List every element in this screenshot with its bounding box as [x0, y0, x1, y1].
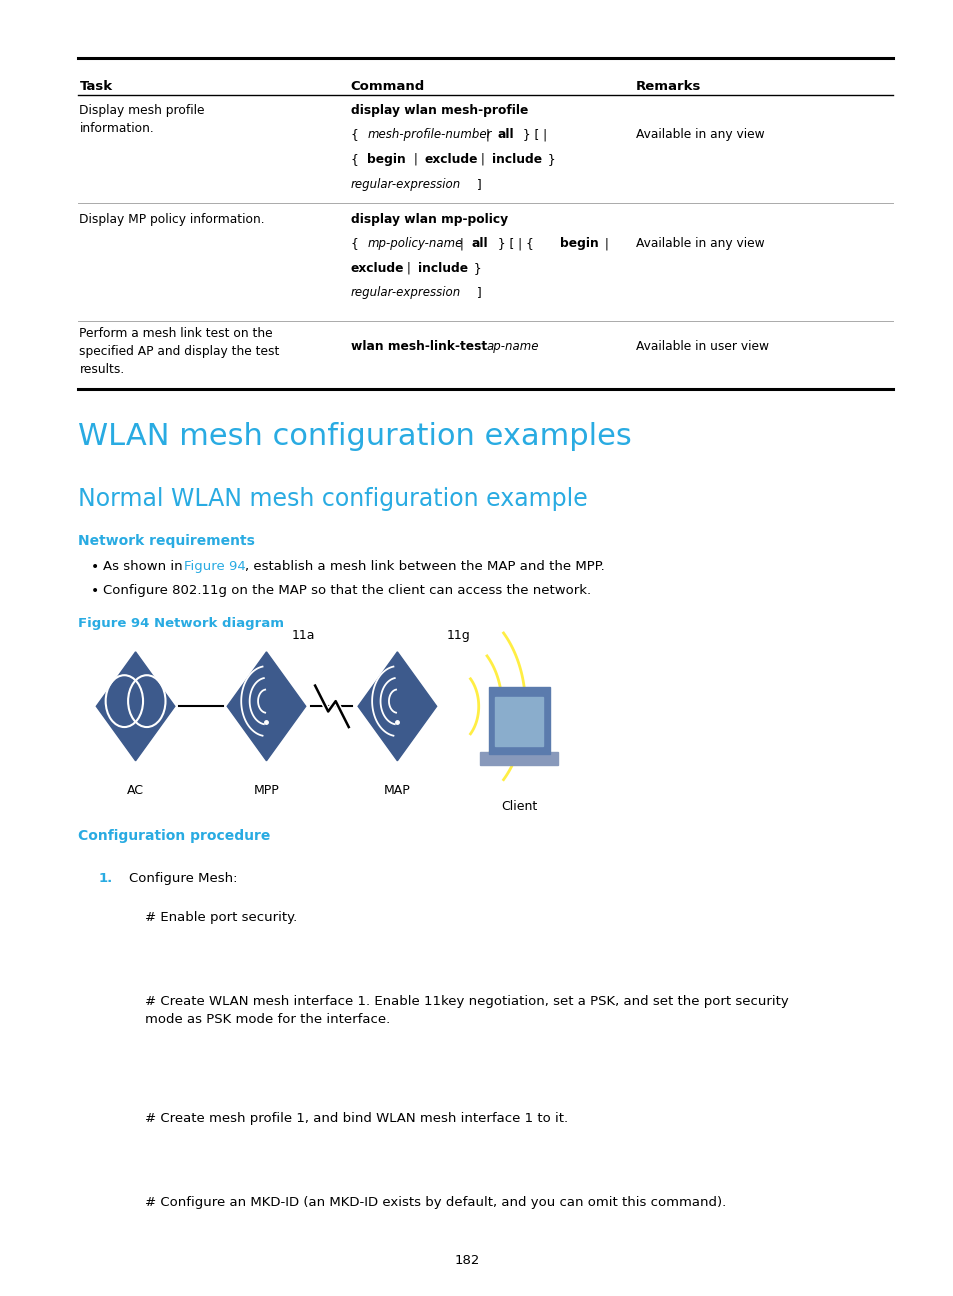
Text: Command: Command	[351, 80, 424, 93]
Text: all: all	[497, 128, 514, 141]
Text: •: •	[91, 584, 99, 599]
Text: Available in any view: Available in any view	[635, 128, 763, 141]
Text: regular-expression: regular-expression	[351, 178, 460, 191]
Polygon shape	[357, 652, 436, 761]
Text: Perform a mesh link test on the
specified AP and display the test
results.: Perform a mesh link test on the specifie…	[79, 327, 279, 376]
Text: Client: Client	[500, 800, 537, 813]
Text: display wlan mesh-profile: display wlan mesh-profile	[351, 104, 527, 117]
Text: # Create WLAN mesh interface 1. Enable 11key negotiation, set a PSK, and set the: # Create WLAN mesh interface 1. Enable 1…	[145, 995, 788, 1026]
Text: exclude: exclude	[351, 262, 404, 275]
Text: all: all	[471, 237, 487, 250]
Text: begin: begin	[367, 153, 406, 166]
Text: |: |	[600, 237, 608, 250]
Text: # Configure an MKD-ID (an MKD-ID exists by default, and you can omit this comman: # Configure an MKD-ID (an MKD-ID exists …	[145, 1196, 725, 1209]
Text: Available in any view: Available in any view	[635, 237, 763, 250]
Text: MPP: MPP	[253, 784, 279, 797]
Text: Display mesh profile
information.: Display mesh profile information.	[79, 104, 205, 135]
Text: 182: 182	[455, 1255, 479, 1267]
Text: {: {	[351, 237, 362, 250]
Polygon shape	[227, 652, 305, 761]
Text: Network requirements: Network requirements	[77, 534, 254, 548]
Text: exclude: exclude	[424, 153, 477, 166]
Text: include: include	[417, 262, 468, 275]
Text: Remarks: Remarks	[635, 80, 700, 93]
Text: Available in user view: Available in user view	[635, 340, 768, 353]
Bar	[479, 752, 558, 765]
Text: mesh-profile-number: mesh-profile-number	[367, 128, 492, 141]
Text: Configure 802.11g on the MAP so that the client can access the network.: Configure 802.11g on the MAP so that the…	[103, 584, 590, 597]
Text: Task: Task	[79, 80, 112, 93]
Text: 1.: 1.	[98, 872, 112, 885]
Text: |: |	[409, 153, 421, 166]
Text: |: |	[456, 237, 468, 250]
Text: AC: AC	[127, 784, 144, 797]
Text: Figure 94: Figure 94	[184, 560, 246, 573]
Text: WLAN mesh configuration examples: WLAN mesh configuration examples	[77, 422, 631, 451]
Text: 11g: 11g	[446, 629, 470, 642]
Text: Normal WLAN mesh configuration example: Normal WLAN mesh configuration example	[77, 487, 587, 512]
Text: {: {	[351, 128, 362, 141]
Text: Figure 94 Network diagram: Figure 94 Network diagram	[77, 617, 283, 630]
Text: ]: ]	[473, 178, 481, 191]
Text: , establish a mesh link between the MAP and the MPP.: , establish a mesh link between the MAP …	[245, 560, 604, 573]
Text: 11a: 11a	[292, 629, 315, 642]
Text: } [ |: } [ |	[518, 128, 546, 141]
Text: |: |	[402, 262, 415, 275]
Text: } [ | {: } [ | {	[493, 237, 537, 250]
Polygon shape	[96, 652, 174, 761]
Text: •: •	[91, 560, 99, 574]
Text: # Enable port security.: # Enable port security.	[145, 911, 297, 924]
Text: # Create mesh profile 1, and bind WLAN mesh interface 1 to it.: # Create mesh profile 1, and bind WLAN m…	[145, 1112, 567, 1125]
Text: As shown in: As shown in	[103, 560, 187, 573]
Text: begin: begin	[559, 237, 598, 250]
Text: Configuration procedure: Configuration procedure	[77, 829, 270, 844]
Bar	[494, 697, 542, 746]
Text: include: include	[492, 153, 541, 166]
Text: regular-expression: regular-expression	[351, 286, 460, 299]
Text: MAP: MAP	[384, 784, 411, 797]
Text: mp-policy-name: mp-policy-name	[367, 237, 462, 250]
Text: display wlan mp-policy: display wlan mp-policy	[351, 213, 507, 226]
Text: {: {	[351, 153, 362, 166]
Text: }: }	[543, 153, 556, 166]
Bar	[489, 687, 549, 754]
Text: Display MP policy information.: Display MP policy information.	[79, 213, 265, 226]
Text: wlan mesh-link-test: wlan mesh-link-test	[351, 340, 491, 353]
Text: ap-name: ap-name	[486, 340, 538, 353]
Text: }: }	[470, 262, 481, 275]
Text: |: |	[482, 128, 494, 141]
Text: ]: ]	[473, 286, 481, 299]
Text: |: |	[476, 153, 488, 166]
Text: Configure Mesh:: Configure Mesh:	[129, 872, 237, 885]
